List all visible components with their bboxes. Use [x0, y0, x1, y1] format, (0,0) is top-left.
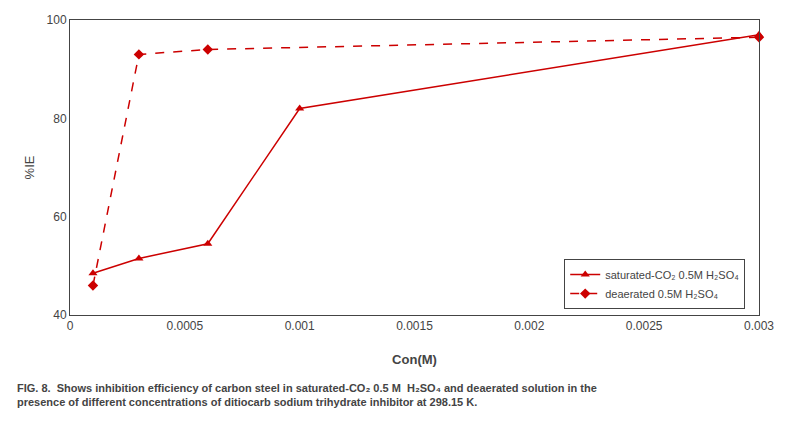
svg-text:40: 40: [53, 308, 67, 322]
svg-text:deaerated 0.5M H₂SO₄: deaerated 0.5M H₂SO₄: [605, 288, 718, 300]
svg-text:0.001: 0.001: [285, 319, 315, 333]
svg-text:%IE: %IE: [22, 155, 37, 179]
svg-text:0.0025: 0.0025: [626, 319, 663, 333]
svg-text:Con(M): Con(M): [392, 352, 437, 367]
svg-text:saturated-CO₂ 0.5M H₂SO₄: saturated-CO₂ 0.5M H₂SO₄: [605, 269, 739, 281]
svg-text:80: 80: [53, 112, 67, 126]
svg-text:0.0015: 0.0015: [396, 319, 433, 333]
svg-text:0.002: 0.002: [514, 319, 544, 333]
svg-text:0.0005: 0.0005: [166, 319, 203, 333]
svg-text:0.003: 0.003: [744, 319, 774, 333]
svg-text:100: 100: [47, 13, 67, 27]
svg-text:60: 60: [53, 210, 67, 224]
svg-text:FIG. 8. Shows inhibition effi: FIG. 8. Shows inhibition efficiency of c…: [17, 382, 597, 408]
svg-text:0: 0: [67, 319, 74, 333]
